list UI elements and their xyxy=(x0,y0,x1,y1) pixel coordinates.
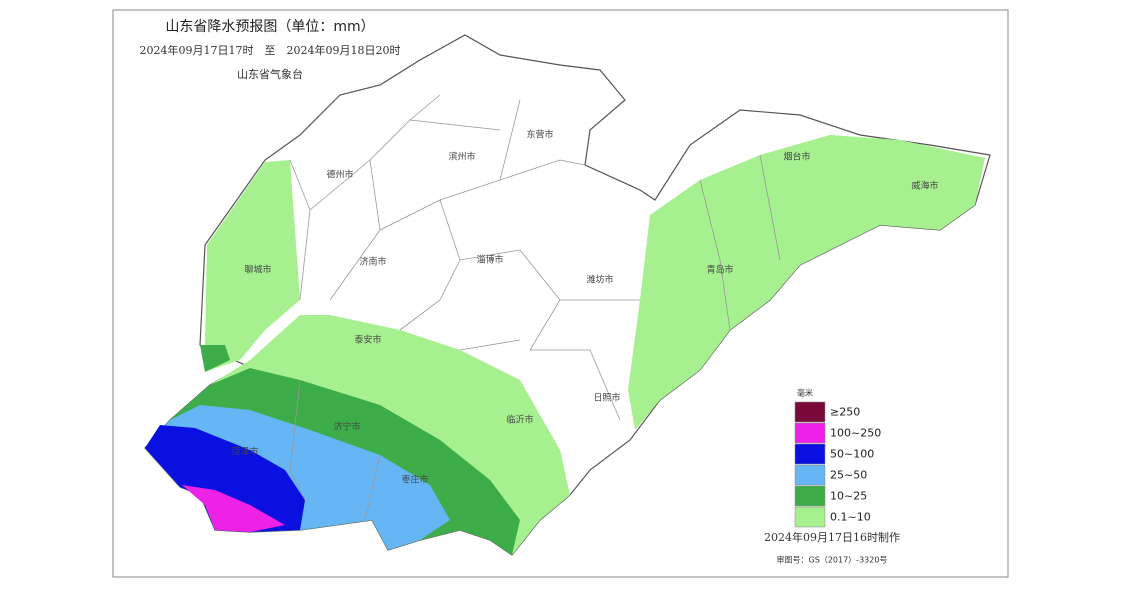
city-label: 德州市 xyxy=(326,169,353,181)
city-label: 泰安市 xyxy=(354,334,381,346)
legend-label: 0.1~10 xyxy=(830,511,871,524)
legend-swatch xyxy=(794,506,826,528)
city-label: 东营市 xyxy=(526,129,553,141)
city-label: 淄博市 xyxy=(476,254,503,266)
rain-zone-50-100 xyxy=(145,425,305,532)
rain-zone-west-heavy xyxy=(200,345,230,372)
city-label: 枣庄市 xyxy=(401,474,428,486)
legend-label: 25~50 xyxy=(830,469,867,482)
legend-label: 10~25 xyxy=(830,490,867,503)
legend-swatch xyxy=(794,443,826,465)
rain-zone-east xyxy=(628,135,985,430)
rain-zone-west xyxy=(205,160,300,370)
legend-label: 100~250 xyxy=(830,427,881,440)
province-map: 德州市 滨州市 东营市 烟台市 威海市 聊城市 济南市 淄博市 潍坊市 青岛市 … xyxy=(144,34,991,556)
city-label: 威海市 xyxy=(911,180,938,192)
made-time: 2024年09月17日16时制作 xyxy=(764,530,900,544)
city-label: 烟台市 xyxy=(783,151,810,163)
city-label: 济南市 xyxy=(359,256,386,268)
legend-swatch xyxy=(794,485,826,507)
forecast-period: 2024年09月17日17时 至 2024年09月18日20时 xyxy=(140,43,401,57)
legend-title: 毫米 xyxy=(797,388,813,398)
city-borders xyxy=(289,94,781,521)
city-label: 滨州市 xyxy=(448,151,475,163)
legend-label: 50~100 xyxy=(830,448,874,461)
city-label: 潍坊市 xyxy=(586,274,613,286)
legend-swatch xyxy=(794,422,826,444)
city-label: 菏泽市 xyxy=(231,446,258,458)
issuer: 山东省气象台 xyxy=(237,67,303,81)
legend-swatch xyxy=(794,401,826,423)
rain-zone-100-250 xyxy=(182,485,285,532)
city-label: 济宁市 xyxy=(333,421,360,433)
legend: 毫米 ≥250 100~250 50~100 25~50 10~25 0.1~10 xyxy=(794,388,881,528)
city-label: 聊城市 xyxy=(244,264,271,276)
map-title: 山东省降水预报图（单位：mm） xyxy=(165,19,374,35)
city-label: 临沂市 xyxy=(506,414,533,426)
approval-number: 审图号：GS（2017）-3320号 xyxy=(777,555,888,565)
legend-swatch xyxy=(794,464,826,486)
legend-label: ≥250 xyxy=(830,406,860,419)
city-label: 青岛市 xyxy=(706,264,733,276)
city-label: 日照市 xyxy=(593,392,620,404)
